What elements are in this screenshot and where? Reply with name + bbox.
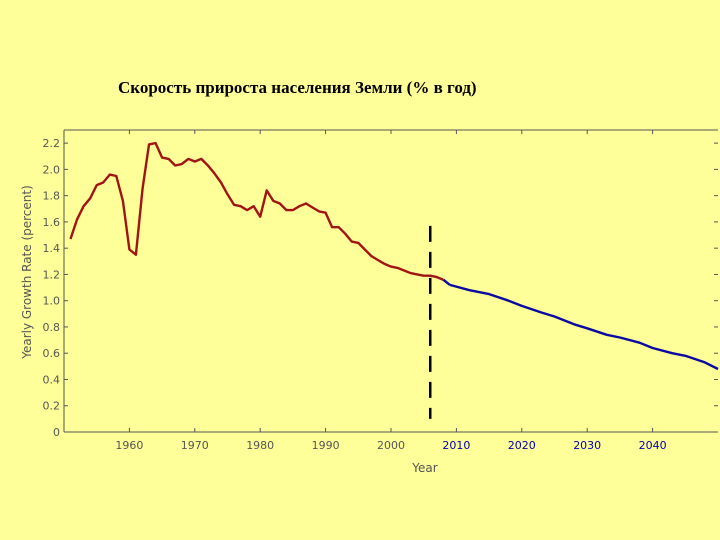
x-tick-label: 2030: [573, 439, 601, 452]
x-tick-label: 1960: [115, 439, 143, 452]
x-tick-label: 1970: [181, 439, 209, 452]
y-tick-label: 1.0: [43, 295, 61, 308]
x-tick-label: 1980: [246, 439, 274, 452]
y-tick-label: 0: [53, 426, 60, 439]
y-axis-label: Yearly Growth Rate (percent): [20, 185, 34, 360]
y-tick-label: 2.0: [43, 163, 61, 176]
series-connector: [442, 278, 451, 286]
y-tick-label: 0.8: [43, 321, 61, 334]
series-lines: [69, 141, 719, 371]
y-tick-label: 1.4: [43, 242, 61, 255]
x-axis-label: Year: [411, 461, 437, 475]
x-tick-label: 2020: [508, 439, 536, 452]
y-tick-label: 1.2: [43, 268, 61, 281]
slide-title: Скорость прироста населения Земли (% в г…: [118, 78, 477, 97]
x-tick-label: 2040: [639, 439, 667, 452]
x-tick-label: 1990: [312, 439, 340, 452]
historical-series-line: [69, 141, 444, 281]
y-tick-label: 0.6: [43, 347, 61, 360]
y-axis-ticks: 0 0.2 0.4 0.6 0.8 1.0 1.2 1.4 1.6 1.8 2.0 2.2: [43, 137, 718, 439]
y-tick-label: 0.4: [43, 373, 61, 386]
x-tick-label: 2000: [377, 439, 405, 452]
x-axis-ticks: 1960 1970 1980 1990 2000 2010 2020 2030 2040: [115, 130, 667, 452]
x-tick-label: 2010: [442, 439, 470, 452]
projected-series-line: [449, 283, 719, 371]
y-tick-label: 1.8: [43, 190, 61, 203]
y-tick-label: 2.2: [43, 137, 61, 150]
plot-frame: [63, 129, 718, 433]
y-tick-label: 0.2: [43, 400, 61, 413]
y-tick-label: 1.6: [43, 216, 61, 229]
